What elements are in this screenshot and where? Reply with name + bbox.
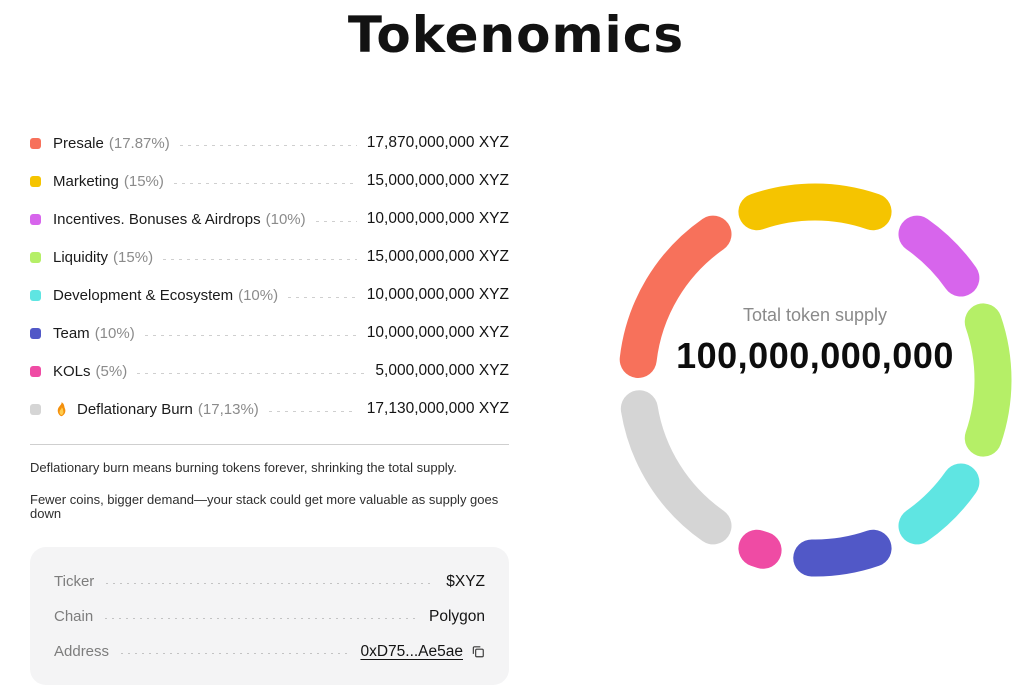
fire-icon xyxy=(53,401,77,418)
legend-percent: (5%) xyxy=(95,362,128,380)
legend-amount: 10,000,000,000 XYZ xyxy=(366,286,509,303)
token-supply-donut-chart: Total token supply 100,000,000,000 xyxy=(608,173,1022,587)
dotted-leader xyxy=(268,410,357,412)
page-title: Tokenomics xyxy=(347,6,685,64)
copy-icon[interactable] xyxy=(471,644,485,659)
legend-color-swatch xyxy=(30,403,41,415)
legend-row: Liquidity (15%) 15,000,000,000 XYZ xyxy=(30,238,509,276)
legend-percent: (10%) xyxy=(265,210,306,228)
legend-label: Marketing xyxy=(53,172,119,190)
token-info-value: Polygon xyxy=(428,607,485,625)
donut-chart-svg xyxy=(619,183,1012,577)
legend-amount: 17,870,000,000 XYZ xyxy=(366,134,509,151)
token-info-row: Chain Polygon xyxy=(54,599,485,634)
donut-segment-kols xyxy=(738,529,782,569)
legend-amount: 5,000,000,000 XYZ xyxy=(375,362,509,379)
legend-color-swatch xyxy=(30,213,41,225)
legend-percent: (10%) xyxy=(238,286,279,304)
donut-segment-deflationary-burn xyxy=(620,390,732,545)
legend-label: Incentives. Bonuses & Airdrops xyxy=(53,210,261,228)
donut-segment-development-ecosystem xyxy=(898,463,980,545)
token-info-row: Address 0xD75...Ae5ae xyxy=(54,634,485,669)
dotted-leader xyxy=(106,582,435,584)
token-info-card: Ticker $XYZ Chain Polygon Address 0xD75...Ae5… xyxy=(30,547,509,685)
legend-label: Team xyxy=(53,324,90,342)
dotted-leader xyxy=(163,258,357,260)
legend-label: Development & Ecosystem xyxy=(53,286,234,304)
legend-row: Incentives. Bonuses & Airdrops (10%) 10,00… xyxy=(30,200,509,238)
donut-segment-incentives-bonuses-airdrops xyxy=(898,215,980,297)
dotted-leader xyxy=(121,652,349,654)
divider xyxy=(30,444,509,445)
donut-segment-presale xyxy=(619,215,732,378)
dotted-leader xyxy=(173,182,357,184)
dotted-leader xyxy=(315,220,357,222)
legend-color-swatch xyxy=(30,289,41,301)
legend-label: KOLs xyxy=(53,362,91,380)
token-info-row: Ticker $XYZ xyxy=(54,564,485,599)
legend-amount: 10,000,000,000 XYZ xyxy=(366,324,509,341)
legend-amount: 10,000,000,000 XYZ xyxy=(366,210,509,227)
legend-percent: (17,13%) xyxy=(197,400,259,418)
legend-color-swatch xyxy=(30,365,41,377)
legend-color-swatch xyxy=(30,327,41,339)
token-info-value: $XYZ xyxy=(446,572,485,590)
legend-label: Liquidity xyxy=(53,248,109,266)
legend-percent: (15%) xyxy=(123,172,164,190)
token-info-label: Address xyxy=(54,643,110,660)
legend-row: Team (10%) 10,000,000,000 XYZ xyxy=(30,314,509,352)
legend-amount: 15,000,000,000 XYZ xyxy=(366,248,509,265)
legend-amount: 15,000,000,000 XYZ xyxy=(366,172,509,189)
legend-row: KOLs (5%) 5,000,000,000 XYZ xyxy=(30,352,509,390)
dotted-leader xyxy=(137,372,366,374)
dotted-leader xyxy=(144,334,357,336)
legend-amount: 17,130,000,000 XYZ xyxy=(366,400,509,417)
legend-label: Deflationary Burn xyxy=(77,400,193,418)
donut-segment-team xyxy=(793,529,892,577)
donut-segment-liquidity xyxy=(964,303,1012,457)
allocation-legend: Presale (17.87%) 17,870,000,000 XYZ Marketi… xyxy=(30,124,509,428)
tokenomics-panel: Presale (17.87%) 17,870,000,000 XYZ Marketi… xyxy=(30,124,509,685)
burn-note-1: Deflationary burn means burning tokens f… xyxy=(30,460,457,475)
legend-row: Deflationary Burn (17,13%) 17,130,000,000 … xyxy=(30,390,509,428)
dotted-leader xyxy=(179,144,357,146)
token-info-label: Chain xyxy=(54,608,94,625)
legend-color-swatch xyxy=(30,175,41,187)
legend-color-swatch xyxy=(30,137,41,149)
legend-percent: (15%) xyxy=(113,248,154,266)
dotted-leader xyxy=(288,296,357,298)
legend-color-swatch xyxy=(30,251,41,263)
dotted-leader xyxy=(105,617,417,619)
legend-row: Development & Ecosystem (10%) 10,000,000,0… xyxy=(30,276,509,314)
contract-address-link[interactable]: 0xD75...Ae5ae xyxy=(360,642,463,660)
burn-note-2: Fewer coins, bigger demand—your stack co… xyxy=(30,492,499,521)
legend-row: Presale (17.87%) 17,870,000,000 XYZ xyxy=(30,124,509,162)
legend-percent: (17.87%) xyxy=(108,134,170,152)
legend-row: Marketing (15%) 15,000,000,000 XYZ xyxy=(30,162,509,200)
legend-label: Presale xyxy=(53,134,104,152)
legend-percent: (10%) xyxy=(94,324,135,342)
donut-segment-marketing xyxy=(738,183,892,231)
token-info-label: Ticker xyxy=(54,573,95,590)
